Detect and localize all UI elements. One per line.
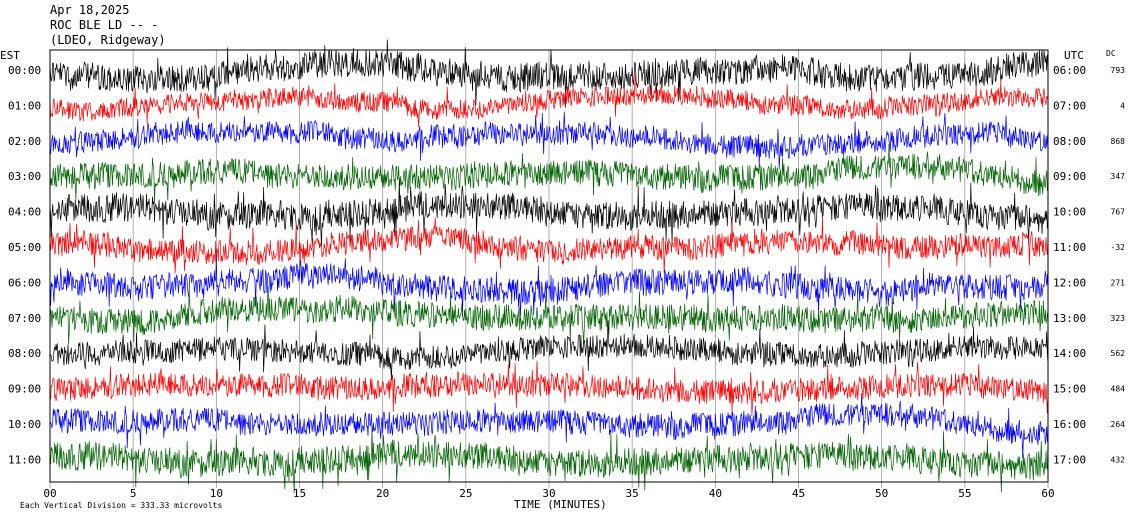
x-tick-label: 50 — [875, 487, 888, 500]
dc-value-label: 271 — [1111, 278, 1126, 287]
axis-labels: 00 5 10 15 20 25 30 35 40 45 50 55 60 00:00 06:00 793 01… — [8, 64, 1125, 500]
est-hour-label: 03:00 — [8, 170, 41, 183]
dc-value-label: -32 — [1111, 243, 1126, 252]
x-tick-label: 00 — [43, 487, 56, 500]
dc-value-label: 4 — [1120, 101, 1125, 110]
est-hour-label: 04:00 — [8, 206, 41, 219]
trace-line — [49, 393, 1049, 459]
est-axis-title: EST — [0, 49, 20, 62]
est-hour-label: 08:00 — [8, 347, 41, 360]
x-tick-label: 60 — [1041, 487, 1054, 500]
x-tick-label: 40 — [709, 487, 722, 500]
utc-hour-label: 07:00 — [1053, 99, 1086, 112]
dc-value-label: 868 — [1111, 137, 1126, 146]
x-tick-label: 10 — [210, 487, 223, 500]
utc-hour-label: 11:00 — [1053, 241, 1086, 254]
trace-line — [49, 425, 1049, 493]
x-tick-label: 45 — [792, 487, 805, 500]
utc-hour-label: 09:00 — [1053, 170, 1086, 183]
trace-group — [49, 39, 1049, 493]
trace-line — [49, 285, 1049, 345]
dc-value-label: 793 — [1111, 66, 1126, 75]
trace-line — [49, 111, 1049, 169]
x-tick-label: 25 — [459, 487, 472, 500]
dc-value-label: 767 — [1111, 208, 1126, 217]
x-tick-label: 30 — [542, 487, 555, 500]
est-hour-label: 02:00 — [8, 135, 41, 148]
dc-value-label: 432 — [1111, 455, 1126, 464]
x-tick-label: 15 — [293, 487, 306, 500]
dc-value-label: 264 — [1111, 420, 1126, 429]
trace-line — [49, 177, 1049, 248]
x-axis-title: TIME (MINUTES) — [514, 498, 607, 511]
trace-line — [49, 39, 1049, 108]
utc-hour-label: 14:00 — [1053, 347, 1086, 360]
est-hour-label: 06:00 — [8, 276, 41, 289]
x-tick-label: 55 — [958, 487, 971, 500]
utc-hour-label: 06:00 — [1053, 64, 1086, 77]
header-station: ROC BLE LD -- - — [50, 18, 159, 32]
dc-value-label: 347 — [1111, 172, 1126, 181]
utc-axis-title: UTC — [1064, 49, 1084, 62]
x-tick-label: 5 — [130, 487, 137, 500]
utc-hour-label: 10:00 — [1053, 206, 1086, 219]
dc-value-label: 562 — [1111, 349, 1126, 358]
x-tick-label: 20 — [376, 487, 389, 500]
utc-hour-label: 16:00 — [1053, 418, 1086, 431]
est-hour-label: 07:00 — [8, 312, 41, 325]
trace-line — [49, 73, 1049, 128]
trace-line — [49, 143, 1049, 204]
footer-note: Each Vertical Division = 333.33 microvol… — [20, 501, 222, 510]
header-network: (LDEO, Ridgeway) — [50, 33, 166, 47]
trace-line — [49, 320, 1049, 381]
dc-value-label: 323 — [1111, 314, 1126, 323]
est-hour-label: 01:00 — [8, 99, 41, 112]
utc-hour-label: 13:00 — [1053, 312, 1086, 325]
est-hour-label: 00:00 — [8, 64, 41, 77]
header-date: Apr 18,2025 — [50, 3, 130, 17]
est-hour-label: 09:00 — [8, 383, 41, 396]
est-hour-label: 05:00 — [8, 241, 41, 254]
est-hour-label: 10:00 — [8, 418, 41, 431]
utc-hour-label: 12:00 — [1053, 276, 1086, 289]
dc-value-label: 484 — [1111, 385, 1126, 394]
utc-hour-label: 15:00 — [1053, 383, 1086, 396]
utc-hour-label: 08:00 — [1053, 135, 1086, 148]
plot-frame — [49, 49, 1049, 483]
dc-axis-title: DC — [1106, 49, 1116, 58]
x-tick-label: 35 — [626, 487, 639, 500]
est-hour-label: 11:00 — [8, 453, 41, 466]
utc-hour-label: 17:00 — [1053, 453, 1086, 466]
trace-line — [49, 360, 1049, 417]
trace-line — [49, 255, 1049, 317]
